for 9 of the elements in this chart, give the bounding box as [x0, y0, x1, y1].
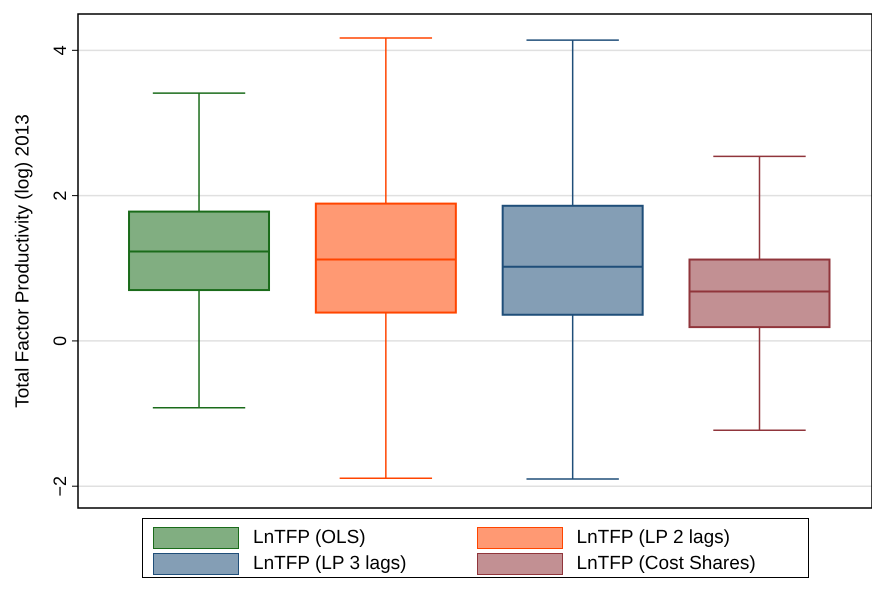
legend-label: LnTFP (Cost Shares) [576, 553, 756, 575]
legend-label: LnTFP (OLS) [253, 527, 366, 549]
y-axis-title: Total Factor Productivity (log) 2013 [12, 114, 34, 408]
y-tick-label: 2 [50, 190, 70, 201]
y-tick-label: −2 [50, 476, 70, 496]
legend-label: LnTFP (LP 3 lags) [253, 553, 406, 575]
y-tick-label: 0 [50, 336, 70, 346]
y-tick-label: 4 [50, 45, 70, 56]
legend-label: LnTFP (LP 2 lags) [576, 527, 730, 549]
